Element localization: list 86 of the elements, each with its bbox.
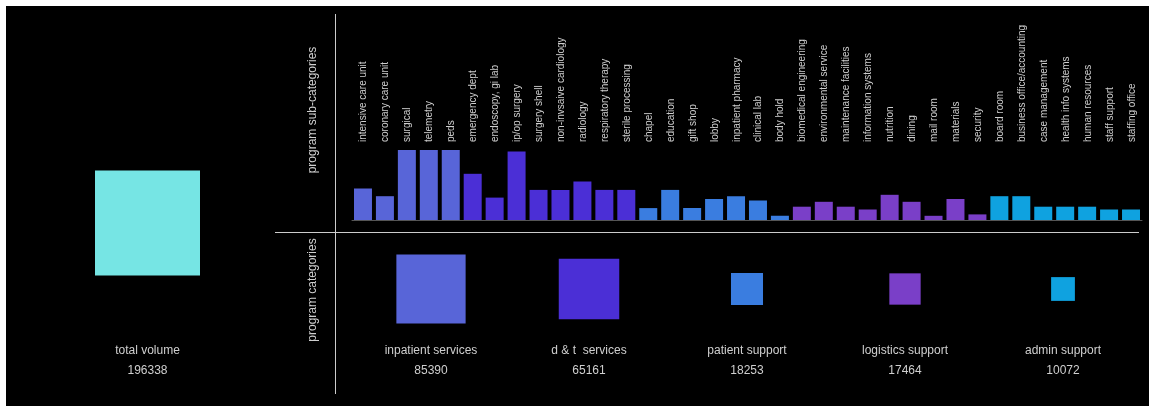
x-tick-label: peds <box>445 120 457 142</box>
bar <box>573 181 592 220</box>
x-tick-label: intensive care unit <box>357 61 369 142</box>
x-tick-label: non-invsaive cardiology <box>554 37 566 142</box>
x-tick-label: coronary care unit <box>379 61 391 142</box>
category-label: logistics support <box>861 343 949 357</box>
x-tick-label: human resources <box>1081 64 1093 142</box>
category-label: d & t services <box>551 343 627 357</box>
x-tick-label: staffing office <box>1125 83 1137 142</box>
bar <box>1056 206 1075 220</box>
bar <box>595 189 614 220</box>
bar <box>858 209 877 220</box>
x-tick-label: nutrition <box>884 106 896 142</box>
bar <box>748 200 767 220</box>
x-tick-label: surgery shell <box>533 85 545 142</box>
x-tick-label: education <box>664 98 676 142</box>
bar <box>880 194 899 220</box>
x-tick-label: case management <box>1037 59 1049 142</box>
bar <box>529 189 548 220</box>
bar <box>990 196 1009 220</box>
x-tick-label: security <box>971 107 983 142</box>
bar <box>375 196 394 220</box>
bar <box>507 151 526 220</box>
x-tick-label: biomedical engineering <box>796 39 808 142</box>
x-tick-label: emergency dept <box>467 70 479 142</box>
data-label: 18253 <box>730 363 765 377</box>
x-tick-label: staff support <box>1103 86 1115 142</box>
bar <box>902 201 921 220</box>
x-tick-label: lobby <box>708 118 720 142</box>
x-tick-label: inpatient pharmacy <box>730 57 742 142</box>
bar <box>551 189 570 220</box>
bar <box>836 206 855 220</box>
bar <box>1100 209 1119 220</box>
x-tick-label: health info systems <box>1059 56 1071 142</box>
x-tick-label: maintenance facilities <box>840 46 852 142</box>
bar <box>946 199 965 220</box>
data-label: 65161 <box>572 363 607 377</box>
x-tick-label: body hold <box>774 98 786 142</box>
bar <box>1122 209 1141 220</box>
x-tick-label: materials <box>949 101 961 142</box>
data-label: 196338 <box>127 363 168 377</box>
bar <box>727 196 746 220</box>
x-tick-label: mail room <box>928 98 940 142</box>
bar <box>485 197 504 220</box>
x-tick-label: radiology <box>576 101 588 142</box>
x-tick-label: surgical <box>401 107 413 142</box>
data-label: 17464 <box>888 363 923 377</box>
bar <box>397 150 416 220</box>
bar <box>770 215 789 220</box>
x-tick-label: environmental service <box>818 44 830 142</box>
x-tick-label: telemetry <box>423 100 435 142</box>
bar <box>968 214 987 220</box>
bar <box>463 173 482 220</box>
bar <box>617 189 636 220</box>
bar <box>705 199 724 220</box>
bar <box>1078 206 1097 220</box>
bar <box>814 201 833 220</box>
text: program categories <box>305 238 319 342</box>
x-tick-label: board room <box>993 90 1005 142</box>
category-label: inpatient services <box>384 343 478 357</box>
y-axis-title: program sub-categories <box>305 46 319 174</box>
bar <box>792 206 811 220</box>
data-label: 10072 <box>1046 363 1081 377</box>
category-label: patient support <box>707 343 788 357</box>
x-tick-label: information systems <box>862 53 874 142</box>
category-label: total volume <box>115 343 181 357</box>
bar <box>639 208 658 220</box>
x-tick-label: endoscopy, gi lab <box>489 64 501 142</box>
x-tick-label: respiratory therapy <box>598 58 610 142</box>
bar <box>419 150 438 220</box>
x-tick-label: chapel <box>642 112 654 142</box>
bar <box>1012 196 1031 220</box>
x-tick-label: clinical lab <box>752 95 764 142</box>
x-tick-label: business office/accounting <box>1015 24 1027 142</box>
bar <box>924 215 943 220</box>
data-label: 85390 <box>414 363 449 377</box>
x-tick-label: dining <box>906 115 918 142</box>
bar <box>441 150 460 220</box>
bar <box>661 189 680 220</box>
x-tick-label: sterile processing <box>620 64 632 142</box>
bar <box>353 188 372 220</box>
x-tick-label: ip/op surgery <box>511 84 523 142</box>
bar <box>1034 206 1053 220</box>
x-tick-label: gift shop <box>686 103 698 142</box>
category-label: admin support <box>1024 343 1102 357</box>
bar <box>683 208 702 220</box>
